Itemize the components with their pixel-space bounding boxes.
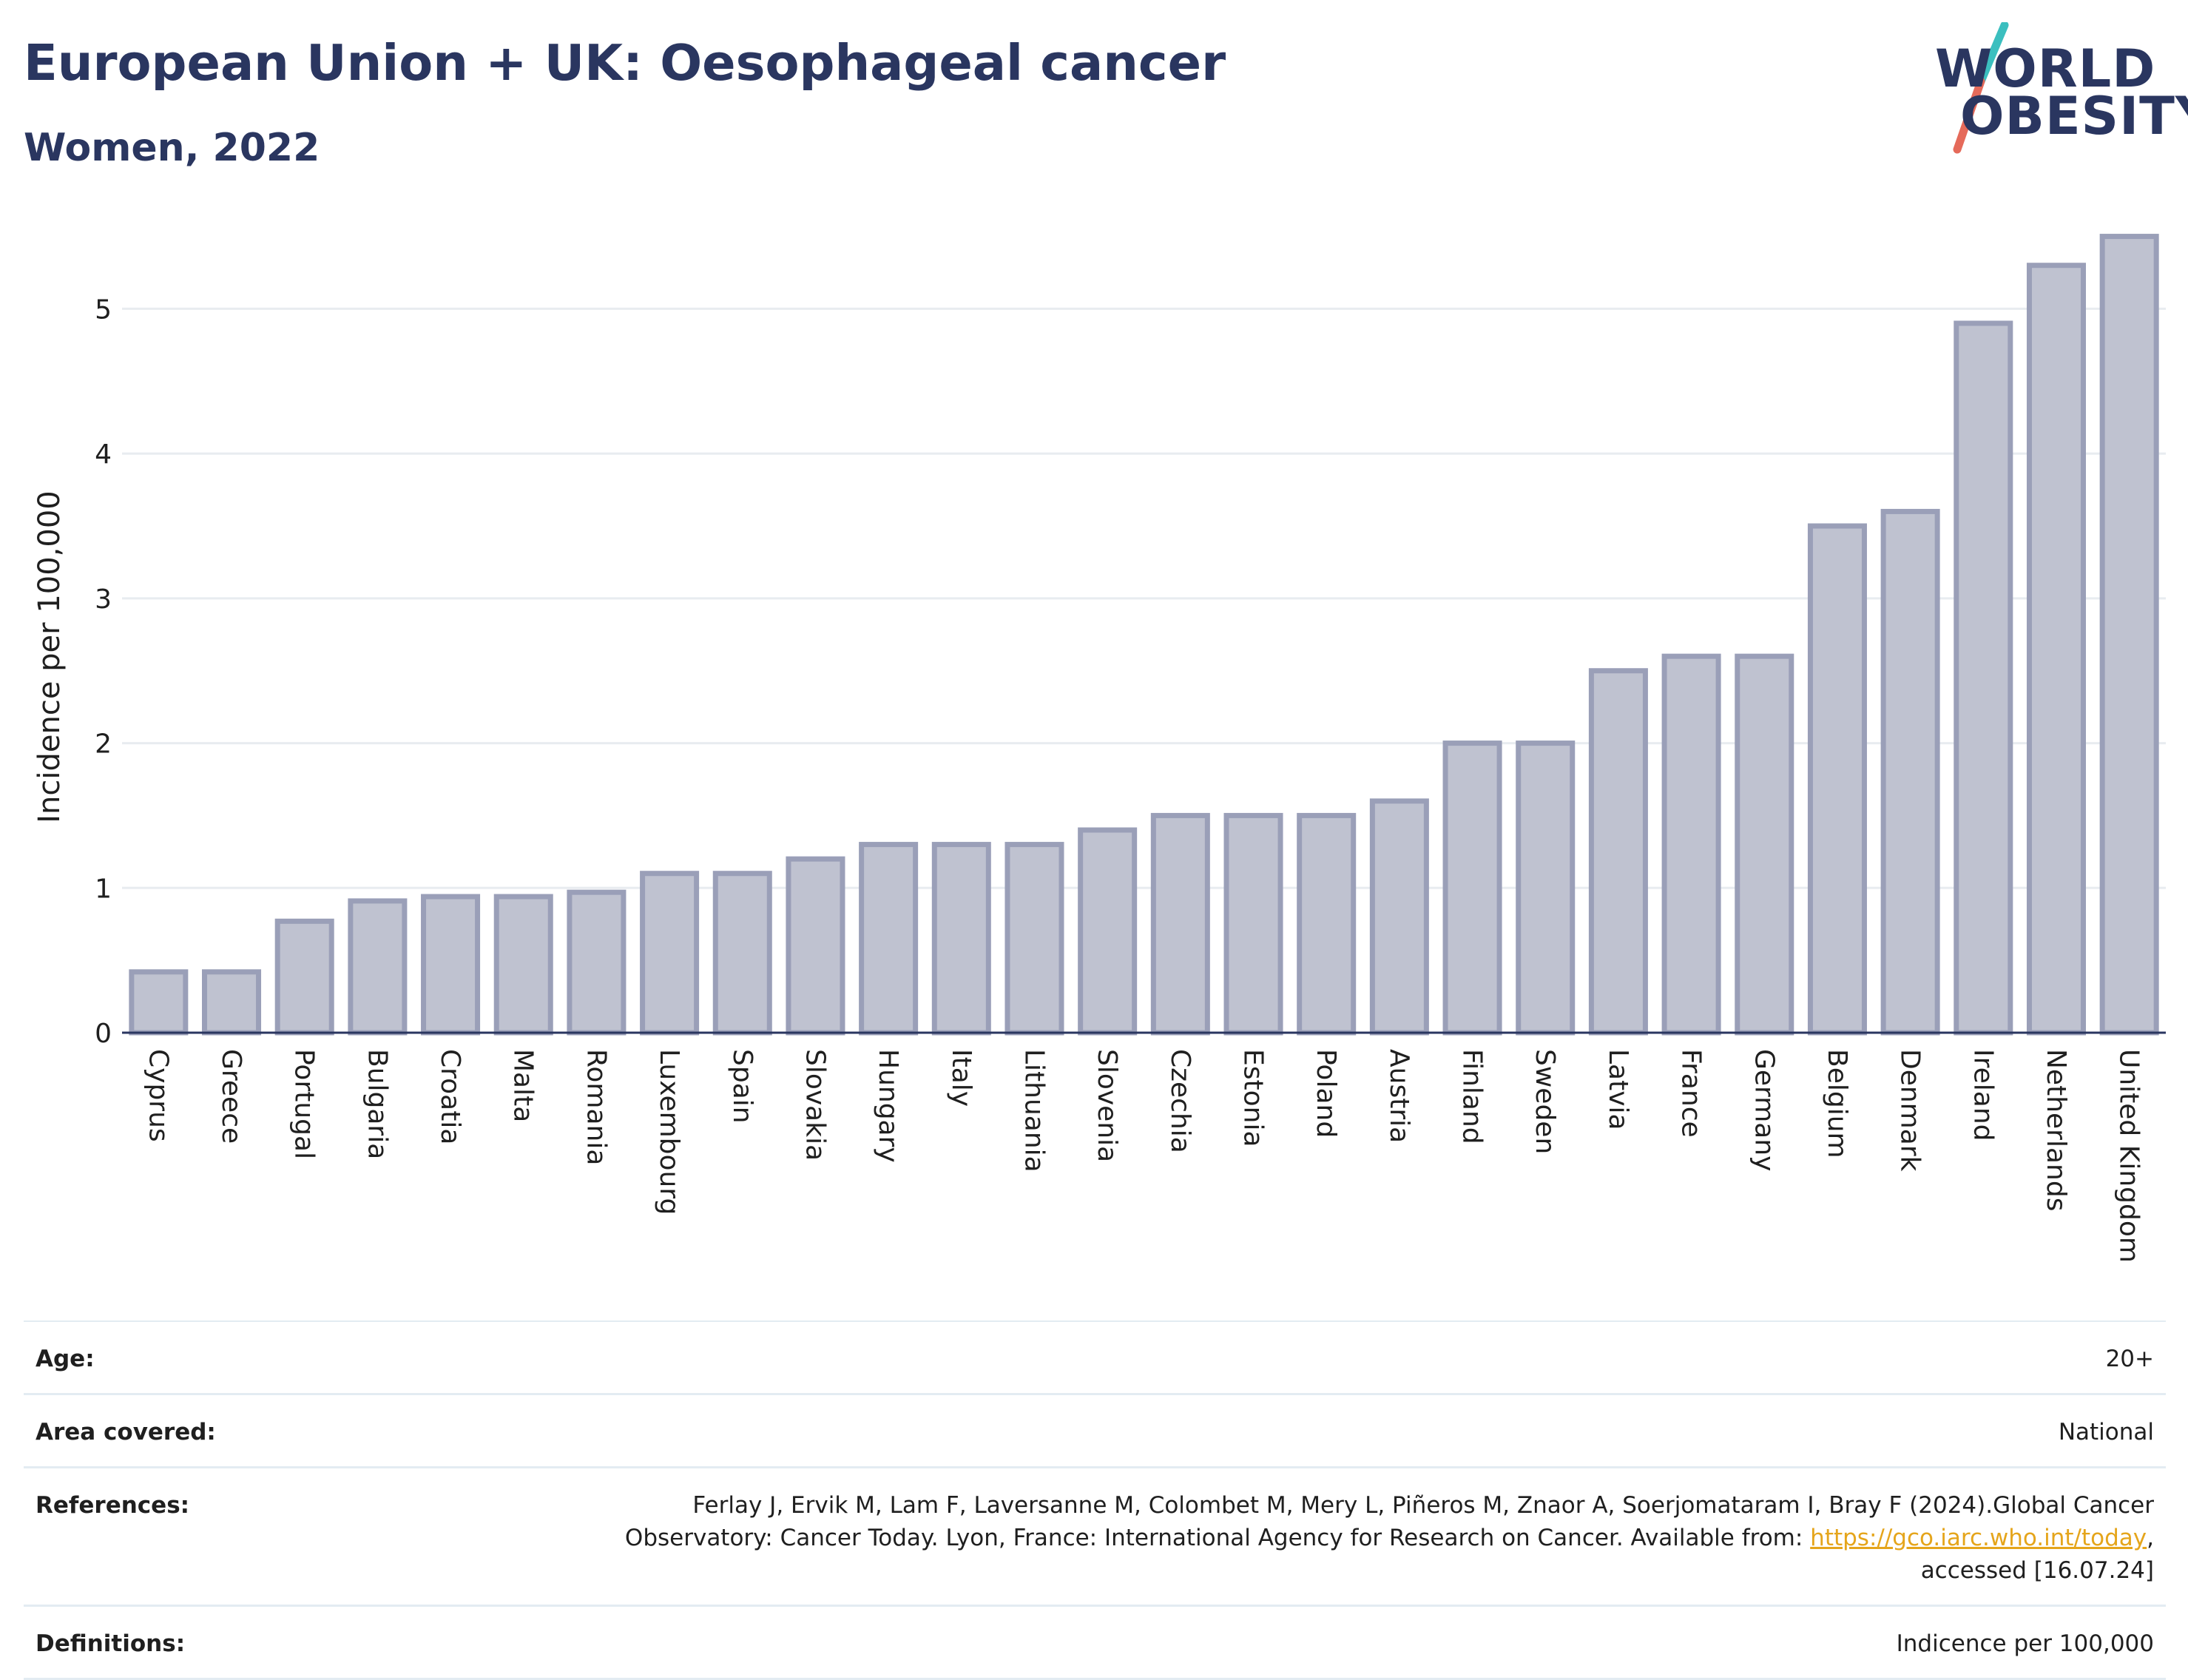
bar-malta xyxy=(493,894,553,1036)
logo-slash-icon xyxy=(1953,22,2009,154)
bar-spain xyxy=(712,871,772,1036)
bar-romania xyxy=(567,889,627,1036)
x-tick-label: Netherlands xyxy=(2041,1049,2071,1211)
x-tick-label: Estonia xyxy=(1238,1049,1269,1147)
bar-estonia xyxy=(1223,812,1283,1036)
logo-text-obesity: OBESITY xyxy=(1960,86,2188,146)
x-tick-label: Spain xyxy=(727,1049,757,1124)
bar-united-kingdom xyxy=(2099,234,2159,1036)
meta-label-age: Age: xyxy=(36,1346,95,1372)
x-tick-label: Lithuania xyxy=(1019,1049,1049,1173)
x-tick-label: Ireland xyxy=(1968,1049,1998,1141)
x-tick-label: Germany xyxy=(1749,1049,1779,1171)
meta-row-area: Area covered: National xyxy=(24,1395,2166,1468)
meta-value-definitions: Indicence per 100,000 xyxy=(1896,1630,2154,1657)
meta-value-area: National xyxy=(2058,1419,2154,1445)
x-tick-label: Denmark xyxy=(1895,1049,1925,1172)
x-tick-label: Austria xyxy=(1384,1049,1414,1143)
x-tick-label: Bulgaria xyxy=(362,1049,392,1159)
x-tick-label: Malta xyxy=(508,1049,538,1122)
y-tick-label: 0 xyxy=(95,1019,112,1049)
meta-label-area: Area covered: xyxy=(36,1419,216,1445)
x-tick-label: Slovakia xyxy=(800,1049,830,1161)
y-tick-label: 4 xyxy=(95,439,112,470)
logo-text-world: WORLD xyxy=(1935,38,2156,99)
x-tick-label: Croatia xyxy=(435,1049,465,1144)
bar-germany xyxy=(1735,653,1794,1036)
bar-slovakia xyxy=(786,856,845,1036)
x-tick-label: Sweden xyxy=(1530,1049,1560,1154)
x-tick-label: Poland xyxy=(1311,1049,1341,1138)
x-axis-ticks: Cyprus Greece Portugal Bulgaria Croatia Malta… xyxy=(143,1049,2144,1263)
y-tick-label: 3 xyxy=(95,584,112,615)
bar-croatia xyxy=(421,894,481,1036)
bar-denmark xyxy=(1880,508,1940,1036)
bar-luxembourg xyxy=(640,871,700,1036)
bar-bulgaria xyxy=(348,898,408,1036)
reference-line-3: accessed [16.07.24] xyxy=(1920,1557,2154,1584)
page-subtitle: Women, 2022 xyxy=(24,126,320,170)
x-tick-label: Finland xyxy=(1457,1049,1488,1144)
x-tick-label: Belgium xyxy=(1822,1049,1852,1158)
bar-chart: 0 1 2 3 4 5 Cyprus Greece Portugal Bulgaria Croat… xyxy=(33,234,2166,1263)
x-tick-label: Latvia xyxy=(1603,1049,1633,1130)
x-tick-label: Greece xyxy=(216,1049,246,1144)
x-tick-label: Hungary xyxy=(873,1049,903,1163)
bar-slovenia xyxy=(1078,827,1138,1036)
bar-czechia xyxy=(1150,812,1210,1036)
reference-line-2-prefix: Observatory: Cancer Today. Lyon, France:… xyxy=(624,1525,1811,1551)
bar-italy xyxy=(931,842,991,1036)
x-tick-label: Romania xyxy=(581,1049,611,1165)
x-tick-label: Luxembourg xyxy=(654,1049,684,1215)
bar-austria xyxy=(1369,798,1429,1036)
reference-line-2-suffix: , xyxy=(2147,1525,2154,1551)
y-axis-title: Incidence per 100,000 xyxy=(33,490,67,823)
bar-cyprus xyxy=(129,969,189,1036)
bar-greece xyxy=(202,969,262,1036)
bars xyxy=(129,234,2159,1036)
meta-value-age: 20+ xyxy=(2105,1346,2154,1372)
y-axis-ticks: 0 1 2 3 4 5 xyxy=(95,294,112,1049)
x-tick-label: Slovenia xyxy=(1092,1049,1122,1162)
bar-portugal xyxy=(274,918,334,1036)
meta-row-references: References: Ferlay J, Ervik M, Lam F, La… xyxy=(24,1468,2166,1607)
x-tick-label: Cyprus xyxy=(143,1049,173,1142)
x-tick-label: United Kingdom xyxy=(2114,1049,2144,1263)
y-tick-label: 1 xyxy=(95,874,112,904)
y-tick-label: 2 xyxy=(95,729,112,760)
bar-finland xyxy=(1442,741,1502,1036)
bar-lithuania xyxy=(1004,842,1064,1036)
y-tick-label: 5 xyxy=(95,294,112,325)
world-obesity-logo: WORLD OBESITY xyxy=(1923,22,2188,163)
reference-line-1: Ferlay J, Ervik M, Lam F, Laversanne M, … xyxy=(692,1492,2154,1519)
x-tick-label: France xyxy=(1676,1049,1706,1138)
x-tick-label: Italy xyxy=(946,1049,976,1107)
bar-latvia xyxy=(1588,668,1648,1036)
meta-row-definitions: Definitions: Indicence per 100,000 xyxy=(24,1607,2166,1680)
bar-netherlands xyxy=(2026,263,2086,1036)
meta-label-references: References: xyxy=(36,1492,190,1519)
bar-france xyxy=(1661,653,1721,1036)
x-tick-label: Czechia xyxy=(1165,1049,1195,1153)
bar-belgium xyxy=(1807,523,1867,1036)
meta-row-age: Age: 20+ xyxy=(24,1322,2166,1395)
bar-hungary xyxy=(859,842,919,1036)
bar-sweden xyxy=(1516,741,1576,1036)
reference-link[interactable]: https://gco.iarc.who.int/today xyxy=(1810,1525,2147,1551)
bar-ireland xyxy=(1954,320,2013,1036)
page-title: European Union + UK: Oesophageal cancer xyxy=(24,34,1226,92)
metadata-table: Age: 20+ Area covered: National Referenc… xyxy=(24,1320,2166,1680)
bar-poland xyxy=(1297,812,1357,1036)
x-tick-label: Portugal xyxy=(289,1049,320,1159)
meta-value-references: Ferlay J, Ervik M, Lam F, Laversanne M, … xyxy=(625,1489,2154,1587)
meta-label-definitions: Definitions: xyxy=(36,1630,186,1657)
